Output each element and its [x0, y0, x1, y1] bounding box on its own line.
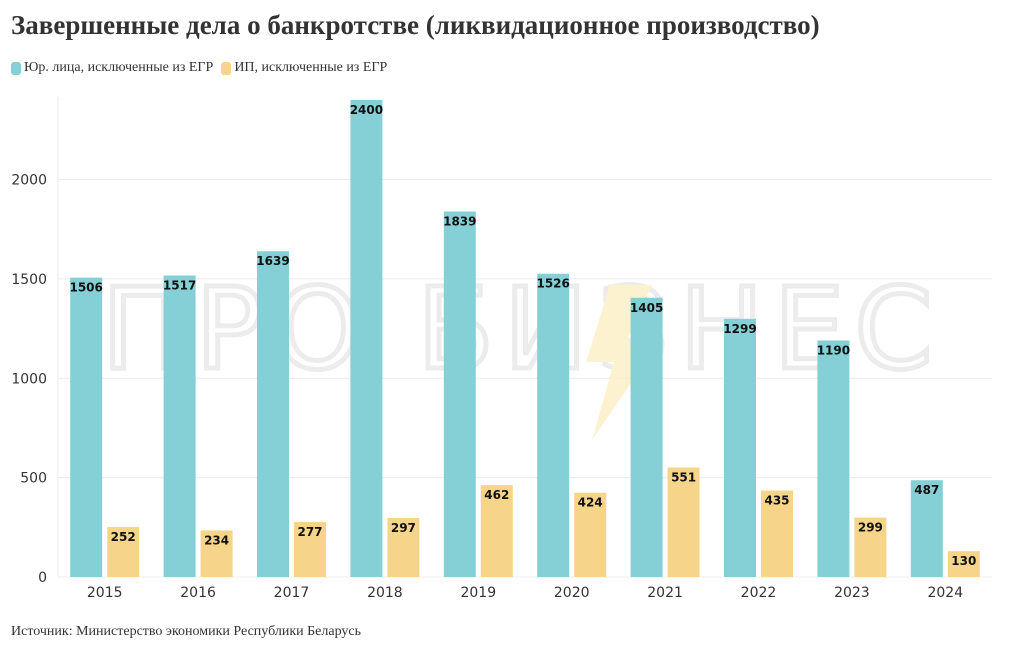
data-label-individual-entrepreneurs-2022: 435 — [764, 494, 789, 508]
bar-individual-entrepreneurs-2024[interactable] — [947, 551, 980, 577]
x-tick-label: 2023 — [834, 585, 870, 601]
bar-individual-entrepreneurs-2019[interactable] — [480, 485, 513, 577]
bar-legal-entities-2019[interactable] — [443, 211, 476, 577]
data-label-individual-entrepreneurs-2017: 277 — [297, 525, 322, 539]
data-label-individual-entrepreneurs-2023: 299 — [858, 521, 883, 535]
lightning-bolt-icon — [586, 285, 662, 440]
data-label-legal-entities-2017: 1639 — [256, 254, 289, 268]
y-tick-label: 1500 — [11, 272, 47, 288]
y-tick-label: 1000 — [11, 371, 47, 387]
legend-item-legal-entities[interactable]: Юр. лица, исключенные из ЕГР — [11, 60, 213, 76]
bar-legal-entities-2022[interactable] — [724, 318, 756, 577]
y-tick-label: 0 — [38, 570, 47, 586]
bar-legal-entities-2017[interactable] — [257, 251, 289, 577]
bar-legal-entities-2016[interactable] — [163, 275, 196, 577]
data-label-legal-entities-2021: 1405 — [630, 301, 663, 315]
chart-legend: Юр. лица, исключенные из ЕГР ИП, исключе… — [11, 60, 395, 76]
x-tick-label: 2019 — [460, 585, 496, 601]
y-tick-label: 500 — [20, 471, 47, 487]
bar-legal-entities-2020[interactable] — [537, 273, 570, 577]
y-tick-label: 2000 — [11, 173, 47, 189]
data-label-legal-entities-2020: 1526 — [536, 277, 569, 291]
data-label-legal-entities-2019: 1839 — [443, 214, 476, 228]
legend-swatch-legal-entities — [11, 61, 21, 75]
watermark-text: ПРО БИЗНЕС — [101, 265, 942, 395]
chart-title: Завершенные дела о банкротстве (ликвидац… — [11, 10, 820, 40]
bar-legal-entities-2024[interactable] — [910, 480, 943, 577]
bar-individual-entrepreneurs-2018[interactable] — [387, 517, 420, 577]
data-label-individual-entrepreneurs-2018: 297 — [391, 521, 416, 535]
bar-individual-entrepreneurs-2022[interactable] — [761, 490, 793, 577]
y-axis-tick-labels: 0 500 1000 1500 2000 — [11, 173, 47, 587]
bar-individual-entrepreneurs-2023[interactable] — [854, 517, 887, 577]
x-tick-label: 2021 — [647, 585, 683, 601]
legend-label-individual-entrepreneurs: ИП, исключенные из ЕГР — [234, 60, 388, 75]
bar-legal-entities-2023[interactable] — [817, 340, 850, 577]
x-tick-label: 2018 — [367, 585, 403, 601]
x-tick-label: 2020 — [554, 585, 590, 601]
bar-individual-entrepreneurs-2020[interactable] — [574, 492, 607, 577]
x-tick-label: 2015 — [87, 585, 123, 601]
data-label-legal-entities-2022: 1299 — [723, 322, 756, 336]
source-note: Источник: Министерство экономики Республ… — [11, 624, 361, 639]
bar-individual-entrepreneurs-2016[interactable] — [200, 530, 233, 577]
bar-individual-entrepreneurs-2017[interactable] — [294, 521, 326, 577]
watermark-logo: ПРО БИЗНЕС — [99, 263, 942, 440]
data-label-individual-entrepreneurs-2019: 462 — [484, 488, 509, 502]
x-axis-tick-labels: 2015 2016 2017 2018 2019 2020 2021 2022 2023 2024 — [87, 585, 963, 601]
x-tick-label: 2016 — [180, 585, 216, 601]
data-label-legal-entities-2023: 1190 — [817, 343, 850, 357]
data-label-individual-entrepreneurs-2016: 234 — [204, 533, 229, 547]
bar-individual-entrepreneurs-2015[interactable] — [107, 526, 140, 577]
data-label-individual-entrepreneurs-2015: 252 — [111, 530, 136, 544]
x-tick-label: 2024 — [927, 585, 963, 601]
bar-legal-entities-2021[interactable] — [630, 297, 663, 577]
data-label-individual-entrepreneurs-2021: 551 — [671, 470, 696, 484]
data-label-legal-entities-2018: 2400 — [350, 103, 383, 117]
data-label-legal-entities-2016: 1517 — [163, 278, 196, 292]
legend-swatch-individual-entrepreneurs — [221, 61, 232, 75]
data-label-individual-entrepreneurs-2024: 130 — [951, 554, 976, 568]
bars — [70, 100, 980, 577]
data-label-legal-entities-2015: 1506 — [69, 281, 102, 295]
legend-label-legal-entities: Юр. лица, исключенные из ЕГР — [24, 60, 214, 75]
bar-legal-entities-2015[interactable] — [70, 277, 103, 577]
data-labels: 1506 252 1517 234 1639 277 2400 297 1839 462 1526 4… — [69, 103, 976, 568]
x-tick-label: 2017 — [274, 585, 310, 601]
x-tick-label: 2022 — [741, 585, 777, 601]
legend-item-individual-entrepreneurs[interactable]: ИП, исключенные из ЕГР — [221, 60, 387, 76]
data-label-legal-entities-2024: 487 — [914, 483, 939, 497]
data-label-individual-entrepreneurs-2020: 424 — [578, 496, 603, 510]
bar-individual-entrepreneurs-2021[interactable] — [667, 467, 700, 577]
bar-legal-entities-2018[interactable] — [350, 100, 383, 577]
